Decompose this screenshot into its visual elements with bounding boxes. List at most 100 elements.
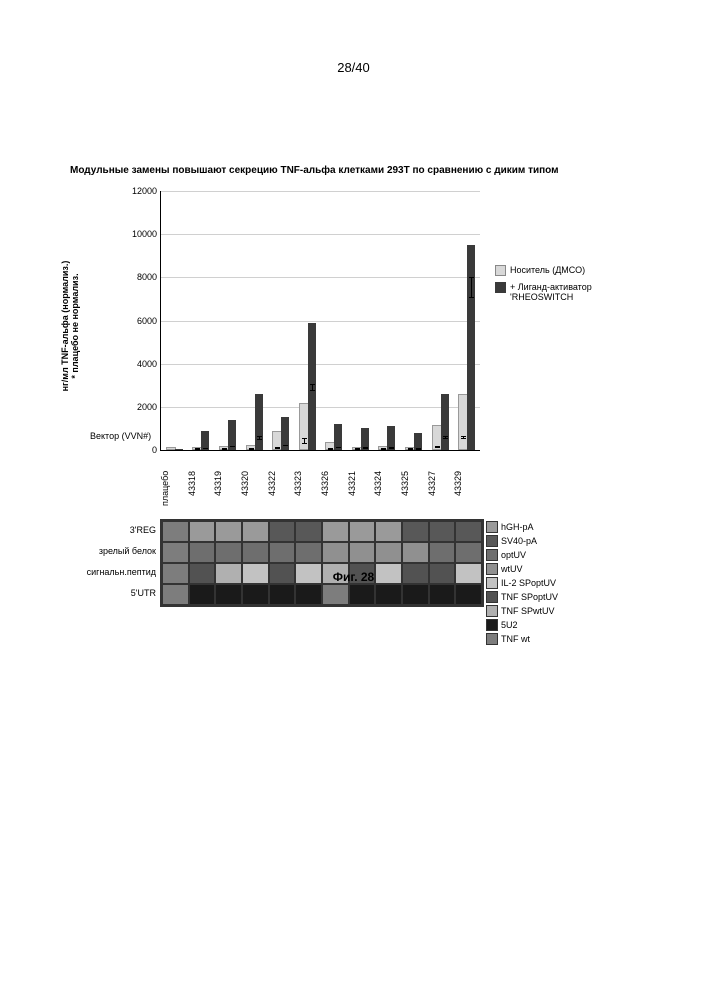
module-legend-label: hGH-pA	[501, 522, 534, 532]
module-legend-label: 5U2	[501, 620, 518, 630]
y-axis-label: нг/мл TNF-альфа (нормализ.)* плацебо не …	[60, 226, 80, 426]
bar-chart: нг/мл TNF-альфа (нормализ.)* плацебо не …	[120, 186, 480, 466]
module-cell	[429, 521, 456, 542]
plot-area: 020004000600080001000012000	[160, 191, 480, 451]
module-cell	[242, 521, 269, 542]
module-cell	[349, 542, 376, 563]
module-legend-item: 5U2	[486, 618, 558, 632]
page-number: 28/40	[0, 60, 707, 75]
module-cell	[322, 521, 349, 542]
bar-ligand	[361, 428, 369, 450]
module-legend-item: TNF SPoptUV	[486, 590, 558, 604]
module-cell	[215, 584, 242, 605]
bar-ligand	[441, 394, 449, 450]
module-row: 3'REG	[162, 521, 482, 542]
bar-ligand	[255, 394, 263, 450]
module-legend-swatch	[486, 549, 498, 561]
module-cell	[189, 542, 216, 563]
module-legend-swatch	[486, 619, 498, 631]
module-legend-swatch	[486, 633, 498, 645]
bar-ligand	[228, 420, 236, 450]
module-legend-label: TNF SPoptUV	[501, 592, 558, 602]
module-legend-label: SV40-pA	[501, 536, 537, 546]
chart-title: Модульные замены повышают секрецию TNF-а…	[70, 165, 630, 176]
x-tick-label: 43318	[187, 471, 214, 519]
legend-carrier: Носитель (ДМСО)	[495, 265, 600, 276]
module-cell	[455, 584, 482, 605]
module-legend-label: TNF SPwtUV	[501, 606, 555, 616]
bar-ligand	[414, 433, 422, 450]
module-cell	[269, 584, 296, 605]
x-tick-label: 43320	[240, 471, 267, 519]
bar-ligand	[281, 417, 289, 450]
x-tick-label: 43325	[400, 471, 427, 519]
module-row-label: 5'UTR	[131, 588, 156, 598]
module-cell	[455, 542, 482, 563]
module-cell	[295, 521, 322, 542]
swatch-ligand	[495, 282, 506, 293]
module-cell	[189, 584, 216, 605]
module-legend-swatch	[486, 521, 498, 533]
x-tick-label: 43327	[427, 471, 454, 519]
module-legend-swatch	[486, 591, 498, 603]
module-legend-label: TNF wt	[501, 634, 530, 644]
module-cell	[349, 584, 376, 605]
module-cell	[375, 542, 402, 563]
module-cell	[322, 584, 349, 605]
module-row-label: 3'REG	[130, 525, 156, 535]
legend-ligand-label: + Лиганд-активатор 'RHEOSWITCH	[510, 282, 600, 302]
x-axis-labels: плацебо433184331943320433224332343326433…	[160, 471, 480, 519]
module-cell	[162, 521, 189, 542]
module-row-label: зрелый белок	[99, 546, 156, 556]
module-cell	[242, 584, 269, 605]
module-legend-swatch	[486, 605, 498, 617]
module-legend-item: hGH-pA	[486, 520, 558, 534]
module-cell	[322, 542, 349, 563]
bar-ligand	[387, 426, 395, 450]
vector-axis-caption: Вектор (VVN#)	[90, 431, 151, 441]
module-cell	[375, 584, 402, 605]
bar-ligand	[201, 431, 209, 450]
bar-ligand	[308, 323, 316, 450]
module-cell	[429, 584, 456, 605]
module-cell	[402, 521, 429, 542]
module-row: зрелый белок	[162, 542, 482, 563]
x-tick-label: 43324	[373, 471, 400, 519]
series-legend: Носитель (ДМСО) + Лиганд-активатор 'RHEO…	[495, 265, 600, 308]
module-cell	[215, 542, 242, 563]
module-legend-item: TNF SPwtUV	[486, 604, 558, 618]
module-cell	[295, 542, 322, 563]
module-legend-item: optUV	[486, 548, 558, 562]
x-tick-label: 43321	[347, 471, 374, 519]
module-cell	[215, 521, 242, 542]
module-cell	[295, 584, 322, 605]
module-legend-item: SV40-pA	[486, 534, 558, 548]
module-cell	[242, 542, 269, 563]
module-cell	[402, 542, 429, 563]
module-cell	[455, 521, 482, 542]
bar-ligand	[467, 245, 475, 450]
x-tick-label: 43322	[267, 471, 294, 519]
x-tick-label: 43319	[213, 471, 240, 519]
legend-ligand: + Лиганд-активатор 'RHEOSWITCH	[495, 282, 600, 302]
module-cell	[375, 521, 402, 542]
x-tick-label: 43323	[293, 471, 320, 519]
bar-ligand	[334, 424, 342, 450]
vector-module-table: 3'REGзрелый белоксигнальн.пептид5'UTR	[160, 519, 484, 607]
x-tick-label: плацебо	[160, 471, 187, 519]
module-cell	[162, 584, 189, 605]
x-tick-label: 43326	[320, 471, 347, 519]
module-legend-item: TNF wt	[486, 632, 558, 646]
module-cell	[402, 584, 429, 605]
bar-ligand	[175, 449, 183, 450]
module-cell	[429, 542, 456, 563]
module-cell	[189, 521, 216, 542]
x-tick-label: 43329	[453, 471, 480, 519]
module-legend-swatch	[486, 535, 498, 547]
module-row: 5'UTR	[162, 584, 482, 605]
figure-28: Модульные замены повышают секрецию TNF-а…	[70, 165, 630, 607]
module-cell	[269, 521, 296, 542]
legend-carrier-label: Носитель (ДМСО)	[510, 265, 585, 275]
module-legend-label: optUV	[501, 550, 526, 560]
figure-caption: Фиг. 28	[0, 570, 707, 584]
